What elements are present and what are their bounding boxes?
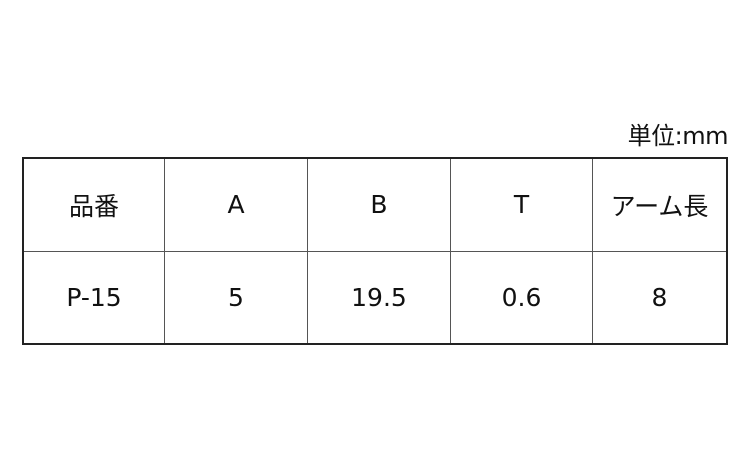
header-part-number: 品番 bbox=[22, 157, 165, 252]
header-b: B bbox=[307, 157, 451, 252]
cell-t: 0.6 bbox=[450, 250, 593, 345]
header-arm-length: アーム長 bbox=[592, 157, 728, 252]
cell-b: 19.5 bbox=[307, 250, 451, 345]
unit-label: 単位:mm bbox=[627, 122, 729, 150]
cell-a: 5 bbox=[164, 250, 308, 345]
header-row: 品番 A B T アーム長 bbox=[22, 157, 728, 252]
header-a: A bbox=[164, 157, 308, 252]
cell-part-number: P-15 bbox=[22, 250, 165, 345]
spec-table: 品番 A B T アーム長 P-15 5 19.5 0.6 8 bbox=[22, 157, 728, 345]
header-t: T bbox=[450, 157, 593, 252]
cell-arm-length: 8 bbox=[592, 250, 728, 345]
table-row: P-15 5 19.5 0.6 8 bbox=[22, 250, 728, 345]
